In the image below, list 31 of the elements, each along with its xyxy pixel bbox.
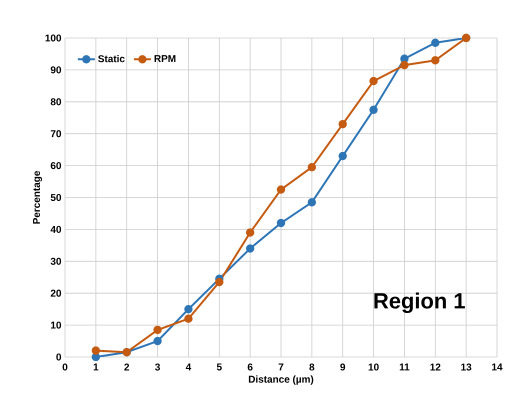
y-tick-label: 10: [51, 322, 62, 329]
y-tick-label: 90: [50, 66, 62, 74]
y-tick-label: 50: [50, 194, 62, 202]
x-tick-label: 12: [430, 364, 440, 370]
y-tick-label: 20: [50, 290, 62, 297]
x-tick-label: 11: [400, 364, 410, 370]
x-tick-label: 3: [155, 364, 160, 371]
y-axis-title: Percentage: [33, 170, 42, 224]
x-tick-label: 6: [248, 364, 253, 371]
x-tick-label: 10: [368, 364, 379, 371]
x-tick-label: 9: [340, 364, 346, 371]
annotation: Region 1: [374, 292, 465, 314]
y-tick-label: 60: [50, 162, 62, 170]
x-tick-label: 4: [186, 364, 192, 370]
x-tick-label: 0: [62, 364, 68, 371]
x-tick-label: 8: [309, 364, 314, 371]
y-tick-label: 0: [56, 353, 62, 361]
x-axis-title: Distance (µm): [248, 375, 314, 385]
x-tick-label: 1: [94, 364, 98, 370]
x-tick-label: 13: [461, 364, 472, 371]
x-tick-label: 14: [492, 364, 502, 370]
y-tick-label: 100: [45, 34, 62, 42]
x-tick-label: 5: [216, 364, 222, 370]
y-tick-label: 80: [50, 98, 62, 106]
y-tick-label: 30: [50, 258, 62, 265]
legend-label: Static: [98, 54, 125, 62]
legend-label: RPM: [154, 55, 176, 62]
x-tick-label: 2: [124, 364, 130, 370]
y-tick-label: 70: [50, 130, 62, 138]
x-tick-label: 7: [278, 364, 284, 370]
y-tick-label: 40: [50, 226, 62, 233]
